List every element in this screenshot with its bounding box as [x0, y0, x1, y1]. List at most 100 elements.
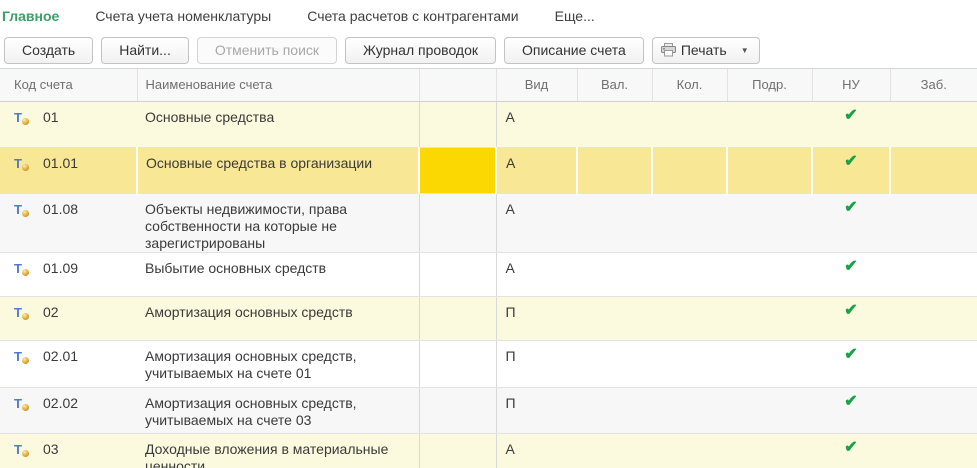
account-offbalance-cell[interactable]	[890, 101, 977, 148]
account-code-cell[interactable]: Т 02.01	[0, 340, 137, 388]
account-currency-cell[interactable]	[577, 387, 652, 434]
account-offbalance-cell[interactable]	[890, 340, 977, 388]
column-header-code[interactable]: Код счета	[0, 69, 138, 102]
account-tax-cell[interactable]: ✔	[812, 101, 890, 148]
find-button[interactable]: Найти...	[101, 36, 189, 64]
account-row[interactable]: Т 01.09 Выбытие основных средств А ✔	[0, 252, 977, 297]
account-subaccounting-cell[interactable]	[727, 340, 812, 388]
account-subaccounting-cell[interactable]	[727, 387, 812, 434]
account-kind-cell[interactable]: А	[496, 193, 577, 253]
account-tax-cell[interactable]: ✔	[812, 433, 890, 468]
column-header-currency[interactable]: Вал.	[577, 69, 653, 102]
account-tax-cell[interactable]: ✔	[812, 340, 890, 388]
account-currency-cell[interactable]	[577, 193, 652, 253]
account-currency-cell[interactable]	[577, 101, 652, 148]
column-header-quantity[interactable]: Кол.	[652, 69, 728, 102]
account-offbalance-cell[interactable]	[890, 296, 977, 341]
account-name-cell[interactable]: Выбытие основных средств	[137, 252, 419, 297]
account-code-cell[interactable]: Т 01.08	[0, 193, 137, 253]
account-subaccounting-cell[interactable]	[727, 193, 812, 253]
account-kind-cell[interactable]: А	[496, 147, 578, 194]
tab-more[interactable]: Еще...	[554, 8, 595, 24]
account-currency-cell[interactable]	[577, 252, 652, 297]
tab-counterparty-accounts[interactable]: Счета расчетов с контрагентами	[307, 8, 519, 24]
account-row[interactable]: Т 02.01 Амортизация основных средств, учит…	[0, 340, 977, 388]
account-currency-cell[interactable]	[577, 433, 652, 468]
column-header-subaccounting[interactable]: Подр.	[727, 69, 813, 102]
blank-cell[interactable]	[418, 296, 497, 341]
account-subaccounting-cell[interactable]	[727, 433, 812, 468]
account-row[interactable]: Т 01.01 Основные средства в организации А ✔	[0, 147, 977, 194]
account-offbalance-cell[interactable]	[890, 193, 977, 253]
account-quantity-cell[interactable]	[652, 101, 727, 148]
account-name-cell[interactable]: Объекты недвижимости, права собственност…	[137, 193, 419, 253]
account-name-cell[interactable]: Амортизация основных средств, учитываемы…	[137, 387, 419, 434]
account-row[interactable]: Т 01.08 Объекты недвижимости, права собств…	[0, 193, 977, 253]
create-button[interactable]: Создать	[4, 36, 94, 64]
account-kind-cell[interactable]: А	[496, 433, 577, 468]
column-header-offbalance[interactable]: Заб.	[890, 69, 977, 102]
account-offbalance-cell[interactable]	[890, 387, 977, 434]
account-quantity-cell[interactable]	[652, 433, 727, 468]
account-code-cell[interactable]: Т 03	[0, 433, 137, 468]
account-tax-cell[interactable]: ✔	[812, 252, 890, 297]
account-offbalance-cell[interactable]	[890, 433, 977, 468]
account-code-cell[interactable]: Т 01.01	[0, 147, 138, 194]
account-kind-cell[interactable]: А	[496, 252, 577, 297]
account-quantity-cell[interactable]	[652, 252, 727, 297]
account-row[interactable]: Т 01 Основные средства А ✔	[0, 101, 977, 148]
blank-cell[interactable]	[418, 101, 497, 148]
account-description-button[interactable]: Описание счета	[504, 36, 644, 64]
account-subaccounting-cell[interactable]	[727, 147, 813, 194]
account-offbalance-cell[interactable]	[890, 147, 977, 194]
account-currency-cell[interactable]	[577, 147, 653, 194]
blank-cell[interactable]	[418, 340, 497, 388]
account-row[interactable]: Т 02 Амортизация основных средств П ✔	[0, 296, 977, 341]
account-offbalance-cell[interactable]	[890, 252, 977, 297]
print-dropdown-arrow-icon[interactable]: ▼	[740, 45, 749, 55]
account-quantity-cell[interactable]	[652, 193, 727, 253]
account-code: 01	[43, 108, 59, 125]
account-kind-cell[interactable]: П	[496, 387, 577, 434]
account-currency-cell[interactable]	[577, 340, 652, 388]
account-code-cell[interactable]: Т 02	[0, 296, 137, 341]
account-code-cell[interactable]: Т 01	[0, 101, 137, 148]
journal-entries-button[interactable]: Журнал проводок	[345, 36, 496, 64]
account-kind-cell[interactable]: П	[496, 340, 577, 388]
account-subaccounting-cell[interactable]	[727, 296, 812, 341]
account-tax-cell[interactable]: ✔	[812, 296, 890, 341]
account-row[interactable]: Т 02.02 Амортизация основных средств, учит…	[0, 387, 977, 434]
account-tax-cell[interactable]: ✔	[812, 193, 890, 253]
account-code-cell[interactable]: Т 02.02	[0, 387, 137, 434]
account-name-cell[interactable]: Доходные вложения в материальные ценност…	[137, 433, 419, 468]
column-header-kind[interactable]: Вид	[496, 69, 578, 102]
blank-cell[interactable]	[418, 193, 497, 253]
account-quantity-cell[interactable]	[652, 147, 728, 194]
column-header-name[interactable]: Наименование счета	[137, 69, 420, 102]
tab-item-accounts[interactable]: Счета учета номенклатуры	[95, 8, 272, 24]
account-t-icon: Т	[14, 441, 31, 457]
account-name-cell[interactable]: Амортизация основных средств	[137, 296, 419, 341]
column-header-tax[interactable]: НУ	[812, 69, 891, 102]
account-tax-cell[interactable]: ✔	[812, 147, 891, 194]
account-subaccounting-cell[interactable]	[727, 252, 812, 297]
print-button[interactable]: Печать ▼	[651, 36, 760, 64]
account-name-cell[interactable]: Основные средства в организации	[137, 147, 420, 194]
account-name-cell[interactable]: Основные средства	[137, 101, 419, 148]
account-kind-cell[interactable]: А	[496, 101, 577, 148]
account-quantity-cell[interactable]	[652, 340, 727, 388]
account-row[interactable]: Т 03 Доходные вложения в материальные ценн…	[0, 433, 977, 468]
account-name-cell[interactable]: Амортизация основных средств, учитываемы…	[137, 340, 419, 388]
account-tax-cell[interactable]: ✔	[812, 387, 890, 434]
account-subaccounting-cell[interactable]	[727, 101, 812, 148]
blank-cell[interactable]	[418, 387, 497, 434]
tab-main[interactable]: Главное	[2, 8, 60, 24]
blank-cell[interactable]	[418, 252, 497, 297]
selected-cell[interactable]	[418, 147, 497, 194]
account-currency-cell[interactable]	[577, 296, 652, 341]
account-quantity-cell[interactable]	[652, 387, 727, 434]
account-quantity-cell[interactable]	[652, 296, 727, 341]
blank-cell[interactable]	[418, 433, 497, 468]
account-kind-cell[interactable]: П	[496, 296, 577, 341]
account-code-cell[interactable]: Т 01.09	[0, 252, 137, 297]
